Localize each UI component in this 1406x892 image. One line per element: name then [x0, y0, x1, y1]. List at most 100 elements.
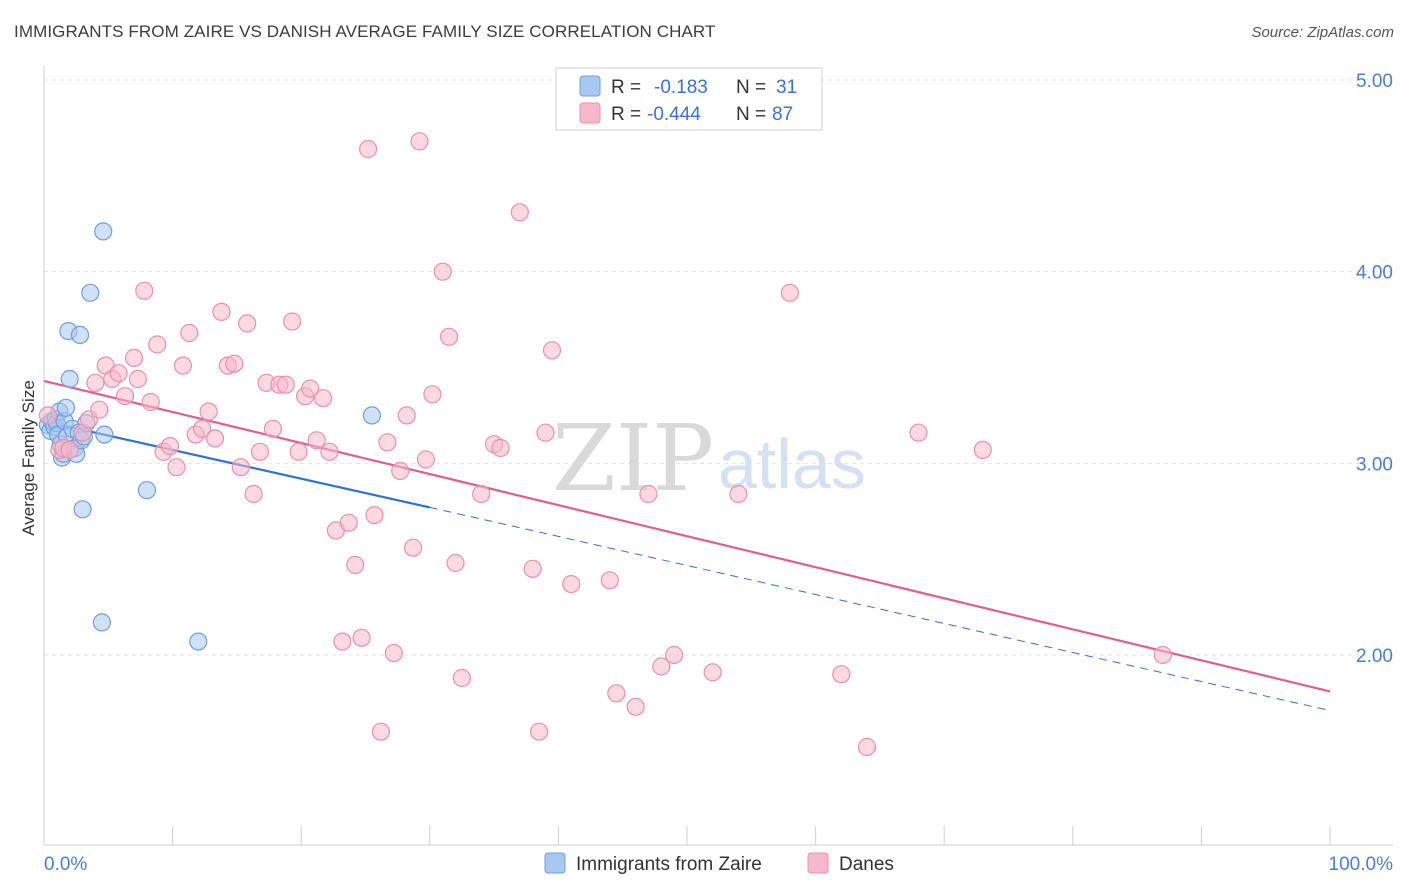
point-danes	[452, 668, 471, 688]
watermark: ZIP atlas	[552, 405, 866, 512]
point-danes	[301, 379, 320, 398]
legend-pink-n-value: 87	[772, 104, 793, 125]
point-danes	[832, 665, 851, 684]
point-danes	[205, 429, 225, 448]
chart-source: Source: ZipAtlas.com	[1251, 24, 1394, 41]
point-danes	[339, 513, 358, 532]
y-tick-label: 4.00	[1356, 263, 1393, 284]
point-danes	[167, 458, 186, 477]
point-danes	[523, 559, 542, 578]
data-points	[38, 132, 1172, 757]
point-danes	[639, 484, 658, 504]
x-tick-label-end: 100.0%	[1329, 854, 1394, 875]
point-danes	[60, 440, 79, 459]
point-zaire	[73, 500, 92, 519]
point-zaire	[92, 613, 112, 632]
point-danes	[90, 400, 109, 419]
point-danes	[225, 354, 244, 373]
point-zaire	[81, 283, 100, 302]
y-tick-label: 5.00	[1356, 71, 1393, 92]
grid-lines	[44, 79, 1393, 656]
point-danes	[135, 281, 154, 300]
point-zaire	[189, 632, 208, 651]
axes	[43, 66, 1393, 846]
tick-labels: 2.00 3.00 4.00 5.00 0.0% 100.0%	[44, 71, 1393, 875]
point-danes	[173, 356, 192, 375]
point-danes	[652, 657, 671, 676]
point-danes	[365, 505, 384, 525]
point-danes	[109, 364, 128, 383]
point-danes	[664, 645, 684, 665]
point-danes	[529, 722, 549, 741]
point-danes	[180, 323, 199, 343]
trend-line-dashed-zaire	[429, 506, 1331, 712]
point-zaire	[70, 325, 90, 344]
legend-blue-n-value: 31	[776, 77, 797, 98]
point-zaire	[95, 425, 114, 444]
legend-swatch-pink	[579, 102, 601, 124]
point-danes	[384, 643, 403, 663]
point-danes	[276, 375, 295, 394]
point-danes	[491, 438, 510, 458]
series-legend-label-zaire: Immigrants from Zaire	[576, 854, 762, 875]
point-danes	[263, 419, 282, 438]
point-danes	[128, 369, 147, 389]
point-danes	[283, 312, 302, 331]
point-zaire	[362, 406, 381, 425]
point-danes	[238, 314, 257, 333]
x-tick-label-start: 0.0%	[44, 854, 87, 875]
point-danes	[141, 392, 160, 412]
point-danes	[231, 458, 250, 477]
point-danes	[510, 203, 529, 222]
point-danes	[433, 262, 452, 281]
point-danes	[536, 423, 555, 442]
point-danes	[780, 283, 800, 302]
point-danes	[703, 663, 722, 682]
point-danes	[193, 419, 212, 438]
point-danes	[410, 132, 429, 151]
point-danes	[199, 402, 218, 421]
legend-blue-n-label: N =	[736, 77, 766, 98]
point-danes	[307, 431, 326, 450]
chart-title: IMMIGRANTS FROM ZAIRE VS DANISH AVERAGE …	[14, 22, 716, 41]
point-danes	[397, 406, 416, 425]
point-danes	[352, 628, 371, 647]
point-danes	[115, 387, 135, 406]
point-zaire	[94, 222, 113, 241]
point-danes	[423, 385, 442, 404]
series-legend-swatch-danes	[807, 852, 829, 874]
point-danes	[542, 341, 562, 360]
point-danes	[289, 442, 308, 461]
y-tick-label: 3.00	[1356, 454, 1393, 475]
point-zaire	[137, 481, 156, 500]
series-legend: Immigrants from Zaire Danes	[544, 852, 894, 875]
legend-pink-n-label: N =	[736, 104, 766, 125]
legend-blue-r-label: R =	[611, 77, 641, 98]
point-danes	[404, 538, 423, 557]
point-danes	[600, 571, 619, 590]
point-danes	[38, 406, 58, 425]
point-danes	[371, 722, 390, 741]
legend-pink-r-label: R =	[611, 104, 641, 125]
point-danes	[446, 553, 465, 573]
point-danes	[314, 389, 333, 408]
point-danes	[607, 684, 626, 703]
point-danes	[160, 437, 180, 456]
point-danes	[857, 737, 877, 757]
point-danes	[729, 484, 748, 504]
point-danes	[212, 302, 231, 321]
point-danes	[244, 484, 263, 504]
point-danes	[359, 139, 378, 159]
point-danes	[416, 450, 435, 469]
y-axis-title: Average Family Size	[19, 380, 38, 536]
point-danes	[472, 484, 491, 504]
point-danes	[250, 442, 270, 461]
point-danes	[440, 327, 459, 346]
point-danes	[148, 335, 167, 354]
point-zaire	[60, 369, 79, 389]
series-legend-label-danes: Danes	[839, 854, 894, 875]
point-danes	[378, 433, 397, 452]
point-danes	[973, 440, 992, 459]
point-danes	[391, 461, 410, 481]
